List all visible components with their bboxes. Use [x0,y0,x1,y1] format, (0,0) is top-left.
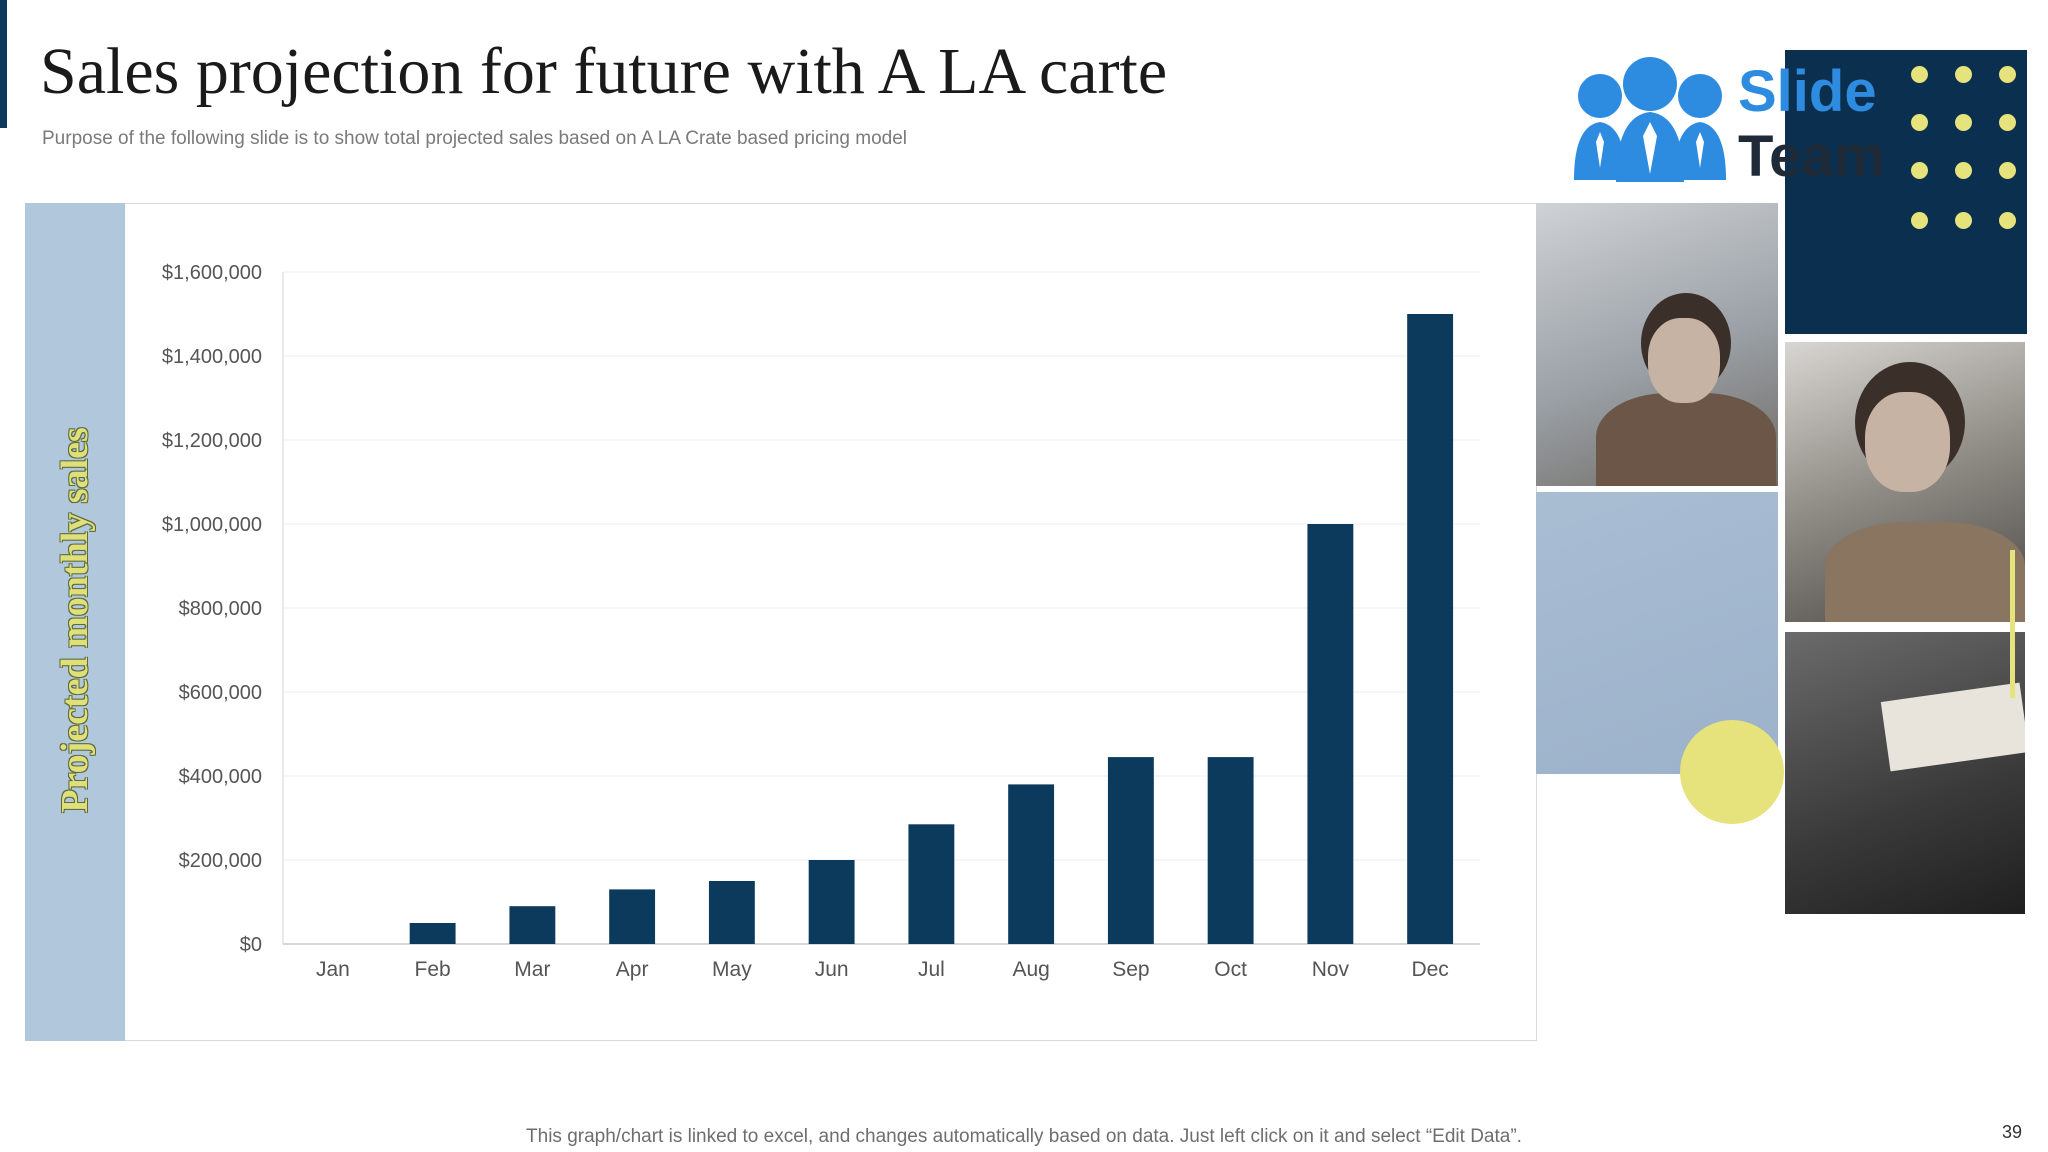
logo-text-slide: Slide [1738,59,1877,124]
bar-oct[interactable] [1207,757,1254,944]
x-tick-label: Sep [1112,958,1149,981]
x-tick-label: May [712,958,752,981]
y-axis-ticks: $0 $200,000 $400,000 $600,000 $800,000 $1,000… [162,262,262,956]
decorative-yellow-line [2010,550,2015,698]
photo-woman-tablet [1785,342,2025,622]
y-tick-label: $1,600,000 [162,262,262,284]
y-tick-label: $400,000 [179,766,262,788]
x-tick-label: Nov [1312,958,1350,981]
x-axis-ticks: Jan Feb Mar Apr May Jun Jul Aug Sep Oct Nov Dec [316,958,1449,981]
bar-may[interactable] [708,881,755,944]
bar-jul[interactable] [908,824,955,944]
bar-nov[interactable] [1307,524,1354,944]
page-number: 39 [2002,1122,2023,1142]
x-tick-label: Jan [316,958,350,981]
navy-dot-panel [1785,50,2027,334]
y-tick-label: $1,200,000 [162,430,262,452]
photo-hands-notebook [1785,632,2025,914]
x-tick-label: Jun [815,958,849,981]
y-axis-label-band [25,203,125,1041]
bar-jun[interactable] [808,860,855,944]
x-tick-label: Jul [918,958,945,981]
slideteam-logo-icon [1574,57,1726,182]
chart-panel[interactable] [25,203,1537,1041]
bar-mar[interactable] [509,906,556,944]
y-tick-label: $1,000,000 [162,514,262,536]
bar-feb[interactable] [409,923,456,944]
y-tick-label: $600,000 [179,682,262,704]
y-tick-label: $1,400,000 [162,346,262,368]
y-tick-label: $200,000 [179,850,262,872]
y-tick-label: $800,000 [179,598,262,620]
title-accent-bar [0,0,7,128]
bar-aug[interactable] [1008,784,1055,944]
x-tick-label: Mar [514,958,550,981]
bars [409,314,1454,944]
x-tick-label: Feb [415,958,451,981]
x-tick-label: Dec [1411,958,1448,981]
x-tick-label: Aug [1012,958,1049,981]
y-tick-label: $0 [240,934,262,956]
page-title: Sales projection for future with A LA ca… [40,35,1168,108]
x-tick-label: Apr [616,958,649,981]
bar-apr[interactable] [609,889,656,944]
logo-text-team: Team [1738,124,1886,189]
photo-woman-thinking [1536,203,1778,486]
page-subtitle: Purpose of the following slide is to sho… [42,128,908,149]
footnote: This graph/chart is linked to excel, and… [526,1126,1522,1147]
bar-dec[interactable] [1407,314,1454,944]
x-tick-label: Oct [1214,958,1247,981]
decorative-yellow-circle [1680,720,1784,824]
bar-sep[interactable] [1107,757,1154,944]
gridlines [282,271,1480,945]
